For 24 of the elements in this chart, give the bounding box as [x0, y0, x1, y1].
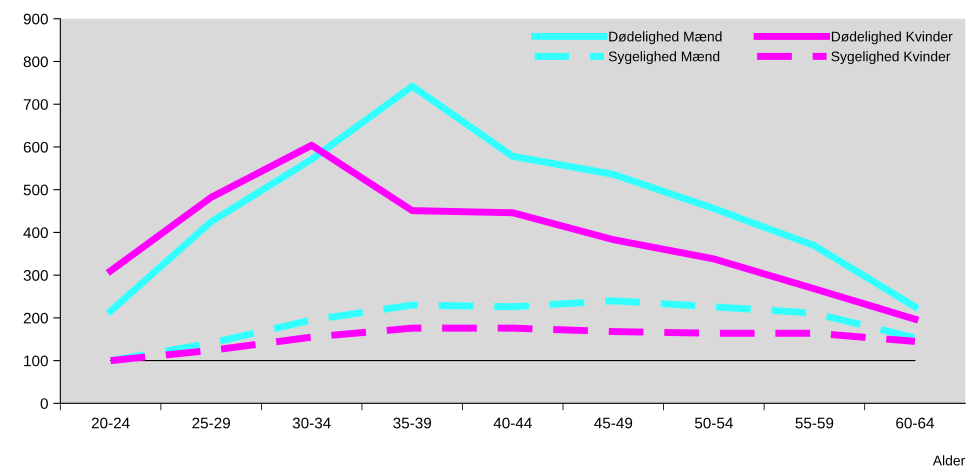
legend-label: Sygelighed Kvinder: [831, 51, 950, 64]
x-tick-label: 40-44: [494, 418, 532, 428]
legend-label: Sygelighed Mænd: [608, 51, 720, 64]
y-tick-label: 700: [24, 99, 48, 110]
y-tick-label: 400: [23, 227, 48, 238]
y-tick-label: 800: [24, 56, 48, 68]
x-axis-title: Alder: [932, 455, 965, 466]
x-tick-label: 20-24: [92, 418, 130, 428]
x-tick-label: 45-49: [594, 418, 632, 428]
x-tick-label: 55-59: [795, 418, 834, 428]
y-tick-label: 900: [24, 14, 48, 24]
y-tick-label: 500: [24, 184, 48, 196]
x-tick-label: 60-64: [896, 418, 934, 428]
y-tick-label: 600: [24, 142, 48, 153]
y-tick-label: 200: [24, 312, 48, 324]
x-tick-label: 30-34: [292, 418, 331, 428]
y-tick-label: 0: [40, 398, 48, 410]
x-tick-label: 50-54: [694, 418, 733, 428]
x-tick-label: 35-39: [393, 418, 432, 428]
y-tick-label: 100: [24, 355, 48, 366]
y-tick-label: 300: [24, 270, 48, 281]
x-tick-label: 25-29: [192, 418, 230, 428]
legend-label: Dødelighed Mænd: [609, 31, 722, 44]
legend-label: Dødelighed Kvinder: [832, 31, 952, 44]
